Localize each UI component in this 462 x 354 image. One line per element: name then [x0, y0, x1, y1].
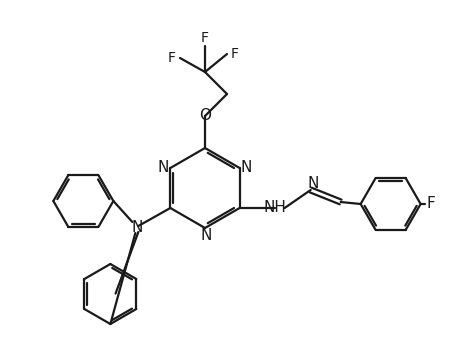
- Text: F: F: [426, 196, 435, 211]
- Text: O: O: [199, 108, 211, 124]
- Text: N: N: [201, 228, 212, 244]
- Text: F: F: [231, 47, 239, 61]
- Text: F: F: [201, 31, 209, 45]
- Text: N: N: [241, 160, 252, 175]
- Text: N: N: [132, 219, 143, 234]
- Text: N: N: [308, 176, 319, 190]
- Text: N: N: [158, 160, 169, 175]
- Text: NH: NH: [263, 200, 286, 215]
- Text: F: F: [168, 51, 176, 65]
